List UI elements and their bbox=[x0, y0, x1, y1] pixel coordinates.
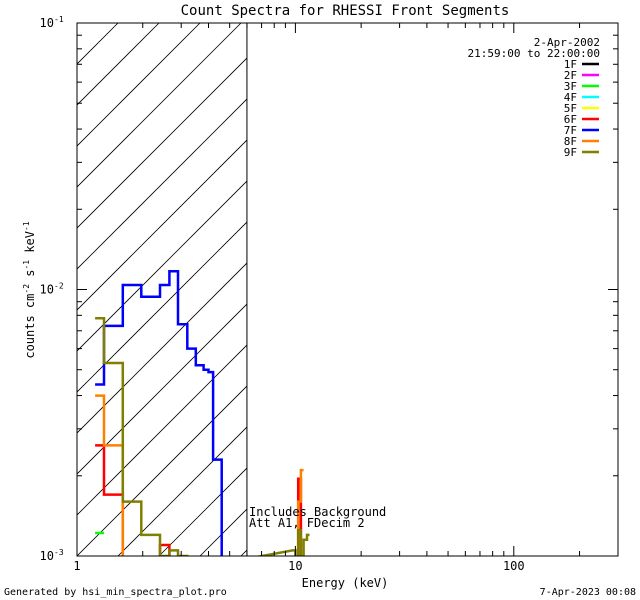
legend-entry-7f: 7F bbox=[564, 124, 599, 137]
excluded-region-hatch bbox=[77, 23, 640, 556]
annotations: Includes Background Att A1, FDecim 2 bbox=[249, 505, 386, 530]
legend-label: 9F bbox=[564, 146, 577, 159]
hatch-line bbox=[528, 23, 640, 556]
legend-entry-8f: 8F bbox=[564, 135, 599, 148]
x-axis-label: Energy (keV) bbox=[302, 576, 389, 590]
hatch-line bbox=[77, 262, 247, 434]
hatch-line bbox=[77, 23, 242, 188]
legend-entry-4f: 4F bbox=[564, 91, 599, 104]
hatch-line bbox=[77, 23, 201, 147]
y-axis-label: counts cm-2 s-1 keV-1 bbox=[22, 221, 37, 358]
y-tick-label: 10 -2 bbox=[40, 282, 64, 297]
legend-entry-1f: 1F bbox=[564, 58, 599, 71]
axis-ticks bbox=[76, 22, 619, 557]
hatch-line bbox=[77, 23, 78, 24]
series-8f-line bbox=[95, 394, 304, 556]
y-tick-exponent: -1 bbox=[54, 15, 64, 24]
generation-date: 7-Apr-2023 00:08 bbox=[540, 587, 636, 598]
y-tick-label: 10 -1 bbox=[40, 15, 64, 30]
legend-label: 5F bbox=[564, 102, 577, 115]
hatch-line bbox=[77, 57, 247, 229]
series-7f-line bbox=[95, 270, 223, 556]
legend-label: 4F bbox=[564, 91, 577, 104]
y-tick-exponent: -3 bbox=[54, 548, 64, 557]
hatch-line bbox=[117, 426, 247, 556]
hatch-line bbox=[77, 180, 247, 352]
series-9f-line bbox=[95, 317, 310, 556]
series-6f-line bbox=[95, 444, 303, 556]
legend-label: 1F bbox=[564, 58, 577, 71]
legend-entry-9f: 9F bbox=[564, 146, 599, 159]
hatch-line bbox=[77, 221, 247, 393]
hatch-line bbox=[77, 139, 247, 311]
hatch-line bbox=[282, 23, 640, 556]
legend-label: 6F bbox=[564, 113, 577, 126]
plot-frame bbox=[76, 22, 619, 557]
hatch-line bbox=[364, 23, 640, 556]
hatch-line bbox=[77, 385, 247, 556]
hatch-line bbox=[405, 23, 640, 556]
legend-label: 3F bbox=[564, 80, 577, 93]
legend-entry-6f: 6F bbox=[564, 113, 599, 126]
legend: 2-Apr-2002 21:59:00 to 22:00:00 1F2F3F4F… bbox=[468, 36, 600, 159]
generator-credit: Generated by hsi_min_spectra_plot.pro bbox=[4, 587, 227, 598]
y-tick-base: 10 bbox=[40, 16, 54, 30]
x-tick-label: 10 bbox=[288, 559, 302, 573]
x-tick-labels: 1 10 100 bbox=[73, 559, 524, 573]
legend-date: 2-Apr-2002 bbox=[534, 36, 600, 49]
legend-label: 8F bbox=[564, 135, 577, 148]
legend-label: 7F bbox=[564, 124, 577, 137]
y-tick-label: 10 -3 bbox=[40, 548, 64, 563]
y-tick-exponent: -2 bbox=[54, 282, 64, 291]
y-tick-labels: 10-110-210-3 bbox=[40, 15, 64, 563]
legend-entry-2f: 2F bbox=[564, 69, 599, 82]
y-tick-base: 10 bbox=[40, 549, 54, 563]
annotation-background: Includes Background bbox=[249, 505, 386, 519]
svg-text:counts cm-2 s-1 keV-1: counts cm-2 s-1 keV-1 bbox=[22, 221, 37, 358]
hatch-line bbox=[77, 98, 247, 270]
y-tick-base: 10 bbox=[40, 283, 54, 297]
x-tick-label: 1 bbox=[73, 559, 80, 573]
hatch-line bbox=[77, 344, 247, 516]
hatch-line bbox=[323, 23, 640, 556]
legend-entry-5f: 5F bbox=[564, 102, 599, 115]
legend-entry-3f: 3F bbox=[564, 80, 599, 93]
legend-label: 2F bbox=[564, 69, 577, 82]
chart-title: Count Spectra for RHESSI Front Segments bbox=[181, 3, 510, 19]
hatch-line bbox=[77, 303, 247, 475]
x-tick-label: 100 bbox=[503, 559, 525, 573]
annotation-attenuator: Att A1, FDecim 2 bbox=[249, 516, 365, 530]
hatch-line bbox=[569, 23, 640, 556]
legend-time-range: 21:59:00 to 22:00:00 bbox=[468, 47, 600, 60]
series-layer bbox=[95, 270, 310, 556]
